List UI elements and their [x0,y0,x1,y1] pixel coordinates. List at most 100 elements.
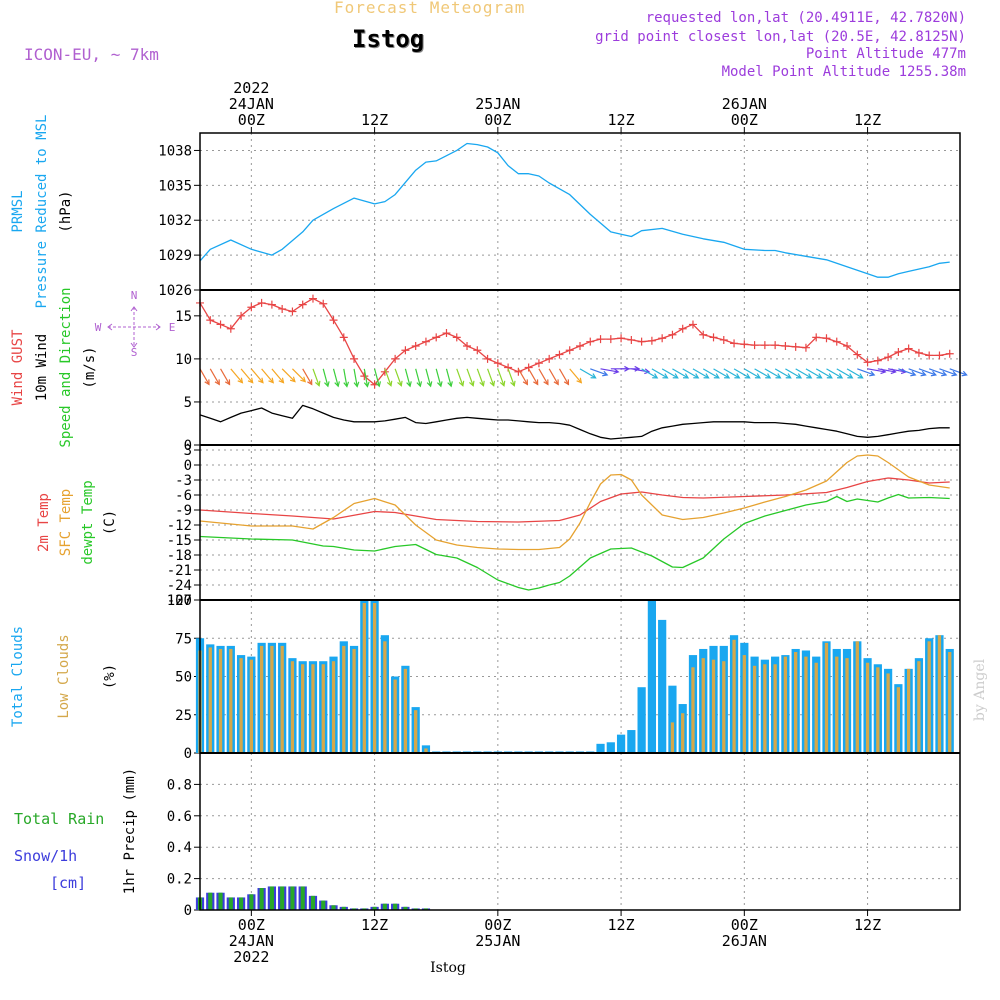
wind-arrow-head [426,381,433,388]
rain-bar [218,892,223,910]
wind-direction-arrow [928,368,948,377]
total-cloud-bar [637,687,646,753]
wind-arrow-shaft [949,368,967,376]
low-cloud-bar [907,668,911,753]
wind-arrow-head [857,373,864,379]
x-tick-label-bottom: 2022 [233,948,269,966]
gust-point-marker [411,341,420,350]
y-tick-label-wind: 0 [184,438,192,454]
wind10m-series-line [199,404,950,440]
y-tick-label-precip: 0.2 [167,872,192,888]
low-cloud-bar [937,635,942,753]
gust-point-marker [493,359,502,368]
model-altitude: Model Point Altitude 1255.38m [721,64,966,80]
gust-point-marker [771,341,780,350]
low-cloud-bar [794,652,798,753]
wind-arrow-shaft [507,368,515,386]
wind-arrow-head [258,377,264,384]
wind-direction-arrow [949,368,968,377]
wind-direction-arrow [641,368,659,379]
wind-direction-arrow [918,368,938,377]
gust-point-marker [945,349,954,358]
wind-arrow-head [386,380,393,387]
gust-point-marker [319,299,328,308]
wind-direction-arrow [199,368,210,386]
gust-point-marker [555,350,564,359]
wind-arrow-shaft [528,368,539,385]
panel-label-pressure: Pressure Reduced to MSL [34,115,50,309]
rain-bar [413,908,418,910]
wind-direction-arrow [292,368,307,383]
x-tick-label-top: 24JAN [229,95,274,113]
wind-arrow-head [447,381,453,388]
low-cloud-bar [711,659,716,753]
y-tick-label-temp: -21 [167,563,192,579]
gust-point-marker [904,344,913,353]
gust-point-marker [863,358,872,367]
wind-arrow-head [847,373,854,379]
x-tick-label-bottom: 00Z [484,916,511,934]
gust-point-marker [586,337,595,346]
wind-arrow-shaft [888,368,906,373]
wind-arrow-shaft [785,368,802,379]
wind-arrow-head [489,380,496,387]
wind-arrow-shaft [404,368,411,387]
rain-bar [321,900,326,910]
low-cloud-bar [362,603,366,753]
gust-point-marker [822,334,831,343]
wind-arrow-shaft [744,368,761,379]
x-tick-label-bottom: 00Z [731,916,758,934]
gust-point-marker [288,307,297,316]
panel-label-clouds: Total Clouds [10,626,26,727]
wind-arrow-head [634,365,641,372]
gust-point-marker [750,341,759,350]
wind-direction-arrow [363,368,370,388]
wind-direction-arrow [374,368,382,388]
gust-point-marker [463,341,472,350]
low-cloud-bar [670,722,675,753]
gust-point-marker [719,335,728,344]
wind-arrow-head [806,373,813,379]
wind-arrow-head [533,379,539,386]
wind-direction-arrow [261,368,274,384]
wind-direction-arrow [723,368,741,379]
temp2m-series-line [199,477,950,523]
x-tick-label-top: 12Z [361,111,388,129]
wind-arrow-head [375,381,382,388]
gust-point-marker [832,337,841,346]
wind-arrow-shaft [815,368,833,379]
wind-arrow-shaft [805,368,822,379]
y-tick-label-clouds: 25 [175,708,192,724]
rain-bar [423,908,428,910]
rain-bar [239,897,244,910]
wind-arrow-shaft [353,368,358,387]
wind-arrow-head [416,381,423,388]
gust-point-marker [606,335,615,344]
y-tick-label-clouds: 0 [184,746,192,762]
wind-arrow-shaft [343,368,348,387]
panel-label-pressure: (hPa) [58,190,74,232]
low-cloud-bar [229,648,233,753]
gust-point-marker [688,320,697,329]
gust-point-marker [247,303,256,312]
wind-arrow-shaft [415,368,421,387]
wind-arrow-shaft [445,368,452,387]
low-cloud-bar [331,661,336,753]
gust-point-marker [206,316,215,325]
gust-point-marker [812,333,821,342]
wind-arrow-head [683,373,690,379]
y-tick-label-wind: 15 [175,309,192,325]
low-cloud-bar [424,748,428,753]
total-cloud-bar [627,730,636,753]
wind-arrow-shaft [764,368,781,379]
wind-direction-arrow [466,368,475,387]
y-tick-label-pressure: 1029 [158,248,192,264]
gust-point-marker [308,294,317,303]
low-cloud-bar [804,656,808,753]
wind-direction-arrow [713,368,731,379]
wind-direction-arrow [846,368,864,379]
wind-direction-arrow [538,368,549,386]
rain-bar [341,906,346,910]
wind-direction-arrow [774,368,792,379]
wind-direction-arrow [507,368,516,387]
